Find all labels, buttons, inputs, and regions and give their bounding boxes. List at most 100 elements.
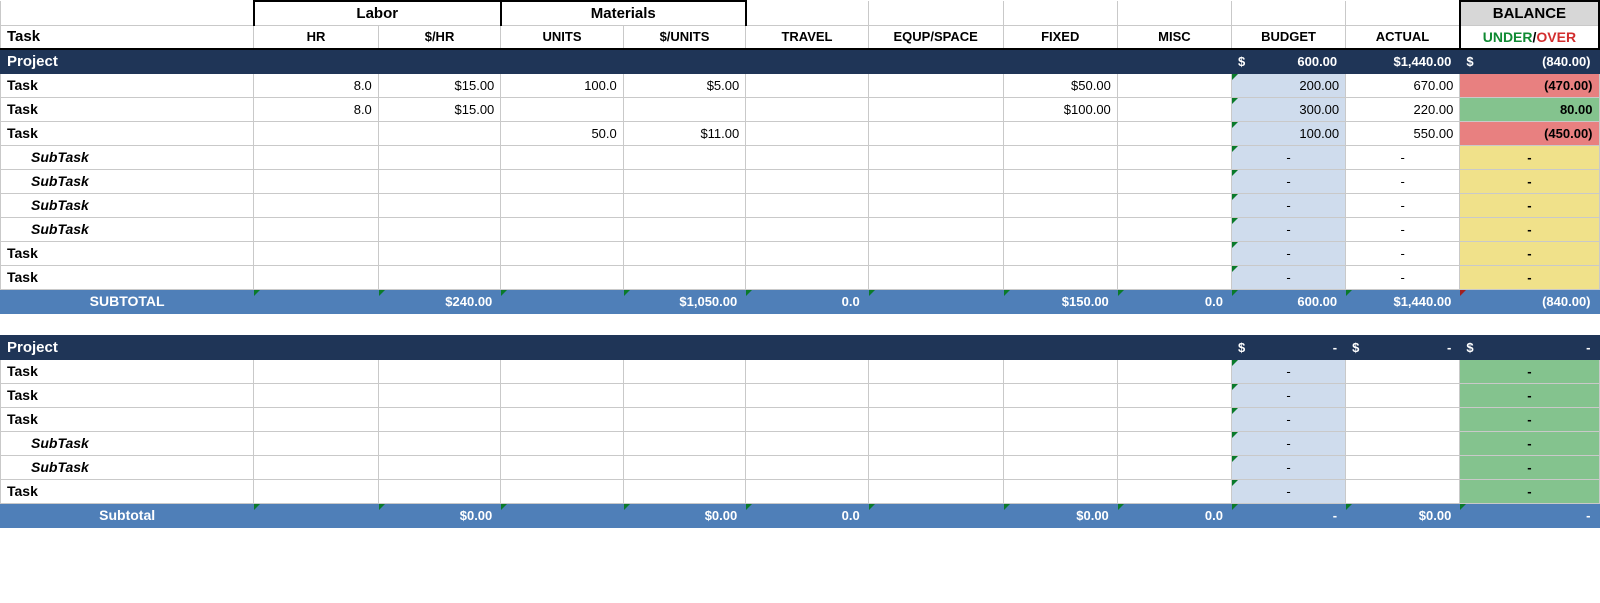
balance-cell[interactable]: 80.00 (1460, 97, 1599, 121)
row-label[interactable]: Task (1, 241, 254, 265)
row-label[interactable]: SubTask (1, 217, 254, 241)
project-1-balance: $(840.00) (1460, 49, 1599, 73)
row-label[interactable]: Task (1, 407, 254, 431)
budget-cell[interactable]: - (1231, 431, 1345, 455)
balance-cell[interactable]: - (1460, 407, 1599, 431)
actual-cell[interactable]: - (1346, 265, 1460, 289)
budget-cell[interactable]: - (1231, 383, 1345, 407)
balance-cell[interactable]: - (1460, 455, 1599, 479)
balance-cell[interactable]: - (1460, 431, 1599, 455)
actual-cell[interactable] (1346, 431, 1460, 455)
table-row[interactable]: Task--- (1, 241, 1600, 265)
actual-cell[interactable]: 550.00 (1346, 121, 1460, 145)
budget-cell[interactable]: - (1231, 479, 1345, 503)
table-row[interactable]: Task - - (1, 407, 1600, 431)
row-label[interactable]: Task (1, 265, 254, 289)
table-row[interactable]: Task--- (1, 265, 1600, 289)
balance-cell[interactable]: - (1460, 217, 1599, 241)
materials-group-header: Materials (501, 1, 746, 25)
table-row[interactable]: Task50.0$11.00100.00550.00(450.00) (1, 121, 1600, 145)
budget-cell[interactable]: - (1231, 217, 1345, 241)
col-actual[interactable]: ACTUAL (1346, 25, 1460, 49)
row-label[interactable]: Task (1, 97, 254, 121)
balance-cell[interactable]: - (1460, 359, 1599, 383)
actual-cell[interactable] (1346, 479, 1460, 503)
col-misc[interactable]: MISC (1117, 25, 1231, 49)
col-travel[interactable]: TRAVEL (746, 25, 868, 49)
balance-cell[interactable]: - (1460, 193, 1599, 217)
budget-cell[interactable]: 200.00 (1231, 73, 1345, 97)
row-label[interactable]: SubTask (1, 431, 254, 455)
actual-cell[interactable]: - (1346, 241, 1460, 265)
balance-cell[interactable]: - (1460, 479, 1599, 503)
labor-group-header: Labor (254, 1, 501, 25)
table-row[interactable]: SubTask--- (1, 145, 1600, 169)
budget-cell[interactable]: - (1231, 241, 1345, 265)
budget-cell[interactable]: - (1231, 169, 1345, 193)
balance-cell[interactable]: (470.00) (1460, 73, 1599, 97)
project-1-budget: $600.00 (1231, 49, 1345, 73)
table-row[interactable]: SubTask--- (1, 193, 1600, 217)
budget-cell[interactable]: - (1231, 455, 1345, 479)
budget-cell[interactable]: - (1231, 359, 1345, 383)
row-label[interactable]: Task (1, 383, 254, 407)
row-label[interactable]: SubTask (1, 455, 254, 479)
row-label[interactable]: Task (1, 121, 254, 145)
project-1-subtotal: SUBTOTAL $240.00 $1,050.00 0.0 $150.00 0… (1, 289, 1600, 313)
balance-cell[interactable]: - (1460, 241, 1599, 265)
project-2-subtotal: Subtotal $0.00 $0.00 0.0 $0.00 0.0 - $0.… (1, 503, 1600, 527)
budget-cell[interactable]: - (1231, 265, 1345, 289)
row-label[interactable]: Task (1, 73, 254, 97)
col-unit-rate[interactable]: $/UNITS (623, 25, 745, 49)
balance-cell[interactable]: - (1460, 145, 1599, 169)
budget-cell[interactable]: 300.00 (1231, 97, 1345, 121)
actual-cell[interactable]: - (1346, 169, 1460, 193)
budget-spreadsheet[interactable]: Labor Materials BALANCE Task HR $/HR UNI… (0, 0, 1600, 528)
table-row[interactable]: Task8.0$15.00100.0$5.00$50.00200.00670.0… (1, 73, 1600, 97)
table-row[interactable]: SubTask--- (1, 169, 1600, 193)
budget-cell[interactable]: - (1231, 193, 1345, 217)
row-label[interactable]: Task (1, 479, 254, 503)
row-label[interactable]: SubTask (1, 145, 254, 169)
table-row[interactable]: Task - - (1, 479, 1600, 503)
row-label[interactable]: SubTask (1, 193, 254, 217)
actual-cell[interactable] (1346, 407, 1460, 431)
actual-cell[interactable]: - (1346, 217, 1460, 241)
balance-cell[interactable]: - (1460, 383, 1599, 407)
project-1-row[interactable]: Project $600.00 $1,440.00 $(840.00) (1, 49, 1600, 73)
budget-cell[interactable]: 100.00 (1231, 121, 1345, 145)
budget-cell[interactable]: - (1231, 145, 1345, 169)
table-row[interactable]: SubTask--- (1, 217, 1600, 241)
table-row[interactable]: Task - - (1, 383, 1600, 407)
actual-cell[interactable]: 670.00 (1346, 73, 1460, 97)
col-hr[interactable]: HR (254, 25, 379, 49)
row-label[interactable]: SubTask (1, 169, 254, 193)
col-task[interactable]: Task (1, 25, 254, 49)
balance-cell[interactable]: (450.00) (1460, 121, 1599, 145)
actual-cell[interactable] (1346, 359, 1460, 383)
balance-cell[interactable]: - (1460, 169, 1599, 193)
actual-cell[interactable] (1346, 383, 1460, 407)
col-balance[interactable]: UNDER/OVER (1460, 25, 1599, 49)
table-row[interactable]: Task - - (1, 359, 1600, 383)
col-fixed[interactable]: FIXED (1003, 25, 1117, 49)
col-budget[interactable]: BUDGET (1231, 25, 1345, 49)
col-equip[interactable]: EQUP/SPACE (868, 25, 1003, 49)
col-units[interactable]: UNITS (501, 25, 623, 49)
actual-cell[interactable]: 220.00 (1346, 97, 1460, 121)
subtotal-balance: (840.00) (1460, 289, 1599, 313)
table-row[interactable]: Task8.0$15.00$100.00300.00220.0080.00 (1, 97, 1600, 121)
col-hr-rate[interactable]: $/HR (378, 25, 500, 49)
budget-cell[interactable]: - (1231, 407, 1345, 431)
project-2-budget: $- (1231, 335, 1345, 359)
actual-cell[interactable]: - (1346, 193, 1460, 217)
project-2-row[interactable]: Project $- $- $- (1, 335, 1600, 359)
table-row[interactable]: SubTask - - (1, 455, 1600, 479)
subtotal-balance: - (1460, 503, 1599, 527)
table-row[interactable]: SubTask - - (1, 431, 1600, 455)
actual-cell[interactable] (1346, 455, 1460, 479)
project-1-actual: $1,440.00 (1346, 49, 1460, 73)
row-label[interactable]: Task (1, 359, 254, 383)
actual-cell[interactable]: - (1346, 145, 1460, 169)
balance-cell[interactable]: - (1460, 265, 1599, 289)
